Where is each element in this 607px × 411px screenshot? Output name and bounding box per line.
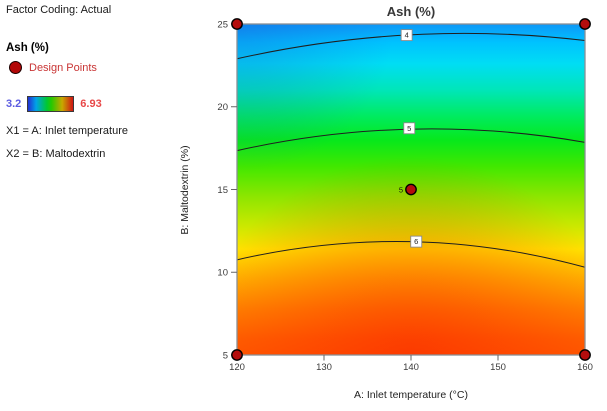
x-axis-label: A: Inlet temperature (°C): [354, 389, 468, 401]
y-tick-label: 25: [217, 19, 228, 30]
contour-label-box: [403, 122, 416, 135]
design-points-legend: Design Points: [9, 61, 221, 74]
contour-label-box: [410, 235, 423, 248]
chart-title: Ash (%): [387, 4, 435, 19]
x-tick-label: 130: [316, 362, 332, 373]
color-scale-legend: 3.2 6.93: [6, 96, 221, 112]
design-point[interactable]: [405, 183, 417, 196]
response-name-label: Ash (%): [6, 42, 49, 54]
contour-label-box: [400, 29, 413, 42]
contour-label-6: 6: [414, 237, 418, 246]
x-tick-label: 150: [490, 362, 506, 373]
legend-panel: Factor Coding: Actual Ash (%) Design Poi…: [6, 4, 221, 160]
x-tick-label: 160: [577, 362, 593, 373]
x1-factor-label: X1 = A: Inlet temperature: [6, 125, 128, 137]
factor-coding-label: Factor Coding: Actual: [6, 4, 112, 16]
y-tick-label: 5: [223, 350, 228, 361]
design-point[interactable]: [579, 18, 591, 30]
x-tick-label: 140: [403, 362, 419, 373]
design-point[interactable]: [231, 18, 243, 30]
contour-label-4: 4: [405, 31, 409, 40]
x2-factor-label: X2 = B: Maltodextrin: [6, 148, 106, 160]
y-tick-label: 15: [217, 185, 228, 196]
color-scale-bar-icon: [27, 96, 75, 112]
contour-label-5: 5: [407, 124, 411, 133]
design-point[interactable]: [231, 349, 243, 361]
scale-max-value: 6.93: [80, 98, 102, 110]
y-tick-label: 10: [217, 268, 228, 279]
y-axis-label: B: Maltodextrin (%): [179, 145, 191, 234]
design-point-icon: [9, 61, 22, 74]
design-point[interactable]: [579, 349, 591, 361]
y-tick-label: 20: [217, 102, 228, 113]
scale-min-value: 3.2: [6, 98, 22, 110]
x-tick-label: 120: [229, 362, 245, 373]
design-point-count: 5: [399, 185, 403, 194]
design-points-label: Design Points: [29, 61, 97, 74]
